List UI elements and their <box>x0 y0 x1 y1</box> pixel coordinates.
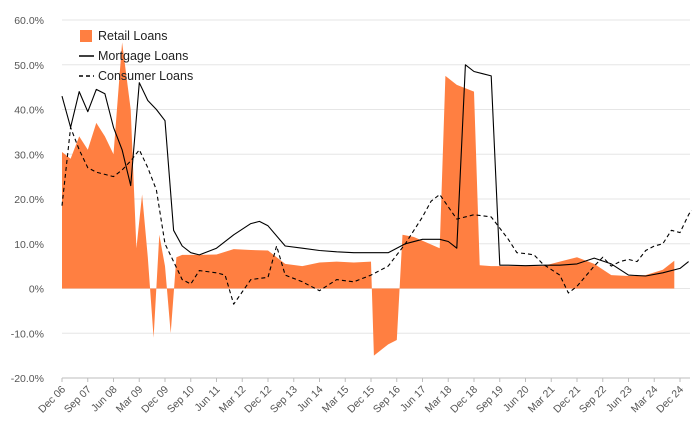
y-tick-label: 0% <box>29 284 44 296</box>
x-tick-label: Dec 09 <box>139 384 171 416</box>
line-series-group <box>61 64 692 305</box>
x-tick-label: Jun 14 <box>295 384 326 415</box>
y-tick-label: 40.0% <box>14 105 44 117</box>
x-tick-label: Dec 18 <box>448 384 480 416</box>
x-tick-label: Jun 17 <box>398 384 429 415</box>
legend-item-retail-loans[interactable]: Retail Loans <box>80 29 168 43</box>
retail-loans-area <box>62 42 675 356</box>
x-tick-label: Sep 10 <box>165 384 197 416</box>
x-tick-label: Mar 18 <box>423 384 455 416</box>
x-tick-label: Sep 13 <box>268 384 300 416</box>
x-tick-label: Mar 12 <box>217 384 249 416</box>
x-tick-label: Sep 16 <box>371 384 403 416</box>
x-tick-label: Dec 06 <box>36 384 68 416</box>
x-tick-label: Dec 15 <box>345 384 377 416</box>
legend-swatch <box>80 30 92 42</box>
x-tick-label: Jun 08 <box>89 384 120 415</box>
x-tick-label: Mar 15 <box>320 384 352 416</box>
mortgage-loans-line <box>61 64 689 277</box>
legend-item-consumer-loans[interactable]: Consumer Loans <box>79 69 193 83</box>
legend-label: Mortgage Loans <box>98 49 188 63</box>
x-tick-label: Sep 07 <box>62 384 94 416</box>
x-tick-label: Sep 19 <box>474 384 506 416</box>
y-tick-label: -10.0% <box>11 328 44 340</box>
x-tick-label: Sep 22 <box>577 384 609 416</box>
y-tick-label: 30.0% <box>14 149 44 161</box>
legend-label: Retail Loans <box>98 29 168 43</box>
y-tick-label: 60.0% <box>14 15 44 27</box>
x-tick-label: Dec 24 <box>654 384 686 416</box>
y-axis-ticks: 60.0% 50.0% 40.0% 30.0% 20.0% 10.0% 0% -10.0% -2… <box>11 15 44 385</box>
legend-item-mortgage-loans[interactable]: Mortgage Loans <box>79 49 188 63</box>
retail-loans-area-group <box>62 42 675 356</box>
x-tick-label: Jun 23 <box>604 384 635 415</box>
y-tick-label: 10.0% <box>14 239 44 251</box>
consumer-loans-line <box>61 126 692 305</box>
y-tick-label: 20.0% <box>14 194 44 206</box>
x-tick-label: Mar 09 <box>114 384 146 416</box>
x-tick-label: Dec 21 <box>551 384 583 416</box>
x-tick-label: Jun 20 <box>501 384 532 415</box>
x-tick-label: Mar 24 <box>629 384 661 416</box>
legend-label: Consumer Loans <box>98 69 193 83</box>
y-tick-label: 50.0% <box>14 60 44 72</box>
x-tick-label: Mar 21 <box>526 384 558 416</box>
x-tick-label: Dec 12 <box>242 384 274 416</box>
legend[interactable]: Retail Loans Mortgage Loans Consumer Loans <box>79 29 193 83</box>
y-tick-label: -20.0% <box>11 373 44 385</box>
